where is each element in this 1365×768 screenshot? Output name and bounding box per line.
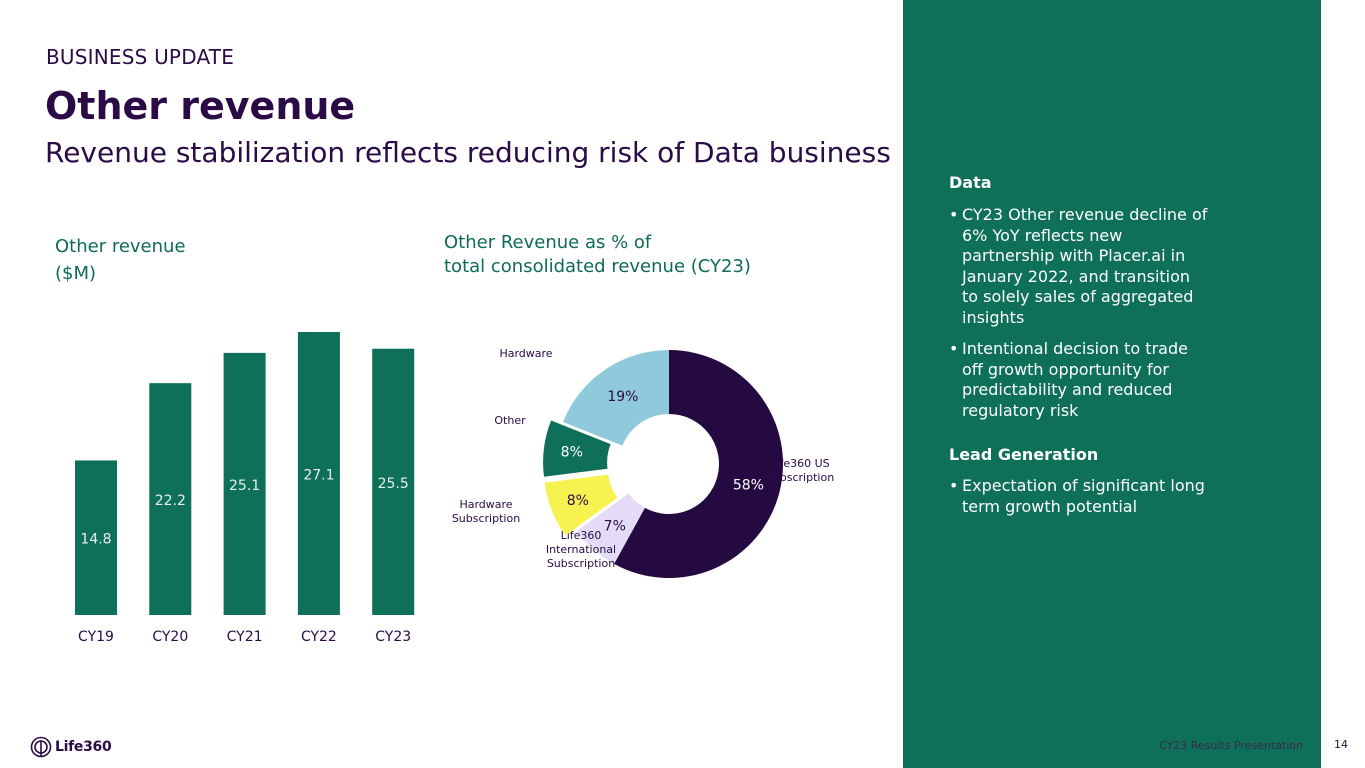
bar-cy22 bbox=[297, 332, 340, 615]
bar-chart: 14.8 CY19 22.2 CY20 25.1 CY21 27.1 CY22 25.5 CY23 bbox=[75, 332, 415, 645]
slice-value-label: 58% bbox=[733, 477, 764, 493]
bar-value-label: 14.8 bbox=[80, 532, 111, 548]
bar-chart-heading-line2: ($M) bbox=[55, 263, 97, 284]
x-tick-label: CY23 bbox=[375, 629, 411, 645]
donut-chart: 58%Life360 USSubscription7%Life360Intern… bbox=[452, 347, 834, 578]
eyebrow-label: BUSINESS UPDATE bbox=[46, 45, 235, 69]
pie-chart-heading-line2: total consolidated revenue (CY23) bbox=[444, 256, 751, 277]
sidebar-bullet: Expectation of significant long term gro… bbox=[949, 476, 1209, 517]
slice-category-label: Other bbox=[494, 414, 526, 427]
bar-value-label: 25.5 bbox=[378, 476, 409, 492]
life360-logo-icon bbox=[30, 736, 52, 758]
slice-category-label: Subscription bbox=[766, 471, 834, 484]
logo-text: Life360 bbox=[55, 739, 112, 755]
sidebar-list-data: CY23 Other revenue decline of 6% YoY ref… bbox=[949, 205, 1209, 432]
bar-cy23 bbox=[372, 348, 415, 615]
bar-value-label: 22.2 bbox=[155, 493, 186, 509]
bar-value-label: 25.1 bbox=[229, 478, 260, 494]
donut-slice-life360-international-subscription bbox=[576, 493, 645, 564]
insights-sidebar: Data CY23 Other revenue decline of 6% Yo… bbox=[903, 0, 1321, 768]
x-tick-label: CY19 bbox=[78, 629, 114, 645]
sidebar-bullet: Intentional decision to trade off growth… bbox=[949, 339, 1209, 421]
slice-value-label: 7% bbox=[604, 519, 626, 535]
bar-chart-heading-line1: Other revenue bbox=[55, 236, 186, 257]
donut-slice-other bbox=[543, 420, 611, 477]
bar-cy21 bbox=[223, 352, 266, 615]
pie-chart-heading-line1: Other Revenue as % of bbox=[444, 232, 652, 253]
pie-chart-heading: Other Revenue as % of total consolidated… bbox=[444, 231, 751, 279]
sidebar-heading-lead-generation: Lead Generation bbox=[949, 445, 1099, 464]
slice-category-label: Hardware bbox=[459, 498, 512, 511]
donut-slice-life360-us-subscription bbox=[614, 350, 783, 578]
page-title: Other revenue bbox=[45, 84, 356, 128]
x-tick-label: CY22 bbox=[301, 629, 337, 645]
page-number: 14 bbox=[1334, 738, 1348, 751]
sidebar-bullet: CY23 Other revenue decline of 6% YoY ref… bbox=[949, 205, 1209, 328]
slice-category-label: Life360 bbox=[561, 529, 602, 542]
bar-cy19 bbox=[75, 460, 117, 615]
slice-value-label: 19% bbox=[607, 389, 638, 405]
slice-value-label: 8% bbox=[561, 445, 583, 461]
slice-category-label: Hardware bbox=[499, 347, 552, 360]
presentation-name: CY23 Results Presentation bbox=[1159, 739, 1303, 752]
x-tick-label: CY21 bbox=[227, 629, 263, 645]
x-tick-label: CY20 bbox=[152, 629, 188, 645]
page-subtitle: Revenue stabilization reflects reducing … bbox=[45, 136, 891, 169]
life360-logo: Life360 bbox=[30, 736, 112, 758]
slice-category-label: International bbox=[546, 543, 616, 556]
slice-category-label: Life360 US bbox=[770, 457, 829, 470]
sidebar-list-lead-generation: Expectation of significant long term gro… bbox=[949, 476, 1209, 528]
bar-chart-heading: Other revenue ($M) bbox=[55, 233, 186, 287]
slice-value-label: 8% bbox=[567, 493, 589, 509]
slice-category-label: Subscription bbox=[452, 512, 520, 525]
bar-cy20 bbox=[149, 383, 192, 615]
donut-slice-hardware bbox=[563, 350, 669, 446]
slice-category-label: Subscription bbox=[547, 557, 615, 570]
sidebar-heading-data: Data bbox=[949, 173, 992, 192]
donut-slice-hardware-subscription bbox=[544, 474, 618, 536]
bar-value-label: 27.1 bbox=[303, 468, 334, 484]
